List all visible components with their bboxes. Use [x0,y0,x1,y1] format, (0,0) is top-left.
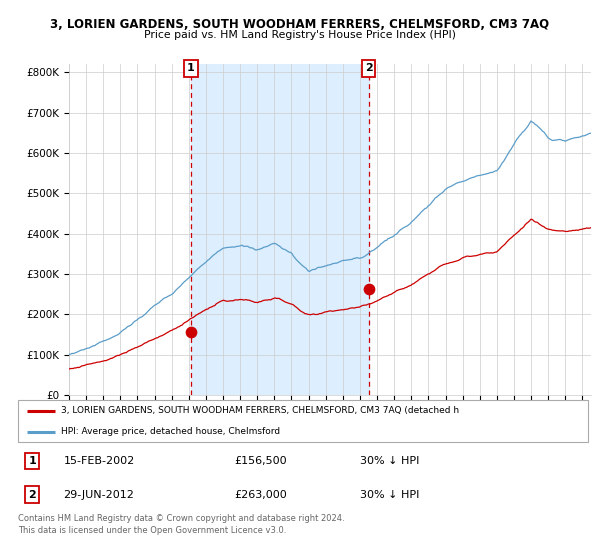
Text: 15-FEB-2002: 15-FEB-2002 [64,456,135,466]
Text: 30% ↓ HPI: 30% ↓ HPI [360,489,419,500]
FancyBboxPatch shape [18,400,588,442]
Text: 2: 2 [365,63,373,73]
Text: £263,000: £263,000 [235,489,287,500]
Text: 2: 2 [28,489,36,500]
Text: This data is licensed under the Open Government Licence v3.0.: This data is licensed under the Open Gov… [18,526,286,535]
Text: HPI: Average price, detached house, Chelmsford: HPI: Average price, detached house, Chel… [61,427,280,436]
Point [364,284,373,293]
Text: £156,500: £156,500 [235,456,287,466]
Text: 30% ↓ HPI: 30% ↓ HPI [360,456,419,466]
Text: Contains HM Land Registry data © Crown copyright and database right 2024.: Contains HM Land Registry data © Crown c… [18,514,344,523]
Text: 1: 1 [187,63,195,73]
Text: Price paid vs. HM Land Registry's House Price Index (HPI): Price paid vs. HM Land Registry's House … [144,30,456,40]
Text: 1: 1 [28,456,36,466]
Text: 3, LORIEN GARDENS, SOUTH WOODHAM FERRERS, CHELMSFORD, CM3 7AQ: 3, LORIEN GARDENS, SOUTH WOODHAM FERRERS… [50,18,550,31]
Text: 29-JUN-2012: 29-JUN-2012 [64,489,134,500]
Bar [191,64,368,395]
Point [186,327,196,336]
Text: 3, LORIEN GARDENS, SOUTH WOODHAM FERRERS, CHELMSFORD, CM3 7AQ (detached h: 3, LORIEN GARDENS, SOUTH WOODHAM FERRERS… [61,407,459,416]
